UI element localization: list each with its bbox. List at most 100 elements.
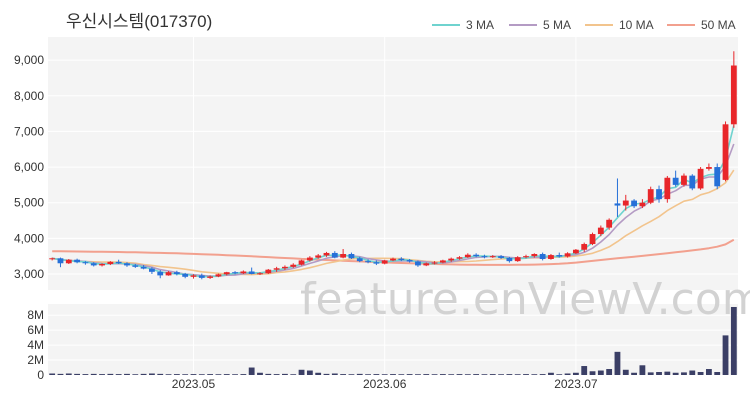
- volume-bar: [656, 372, 662, 375]
- candle-body: [115, 261, 122, 264]
- volume-bar: [614, 351, 621, 375]
- legend-entry-ma50: 50 MA: [667, 18, 736, 32]
- volume-bar: [340, 374, 347, 375]
- volume-bar-series: [49, 306, 737, 375]
- volume-bar: [564, 373, 571, 375]
- volume-bar: [390, 374, 396, 375]
- candle-body: [240, 271, 247, 274]
- candle-body: [556, 255, 563, 257]
- date-tick-label: 2023.06: [363, 377, 407, 391]
- candle-body: [215, 274, 222, 277]
- volume-bar: [173, 374, 180, 375]
- volume-bar: [232, 374, 238, 375]
- volume-bar: [448, 374, 455, 375]
- candle-body: [656, 189, 662, 200]
- volume-bar: [207, 374, 214, 375]
- candle-body: [107, 261, 114, 264]
- volume-bar: [398, 374, 405, 375]
- volume-bar: [423, 374, 430, 375]
- volume-bar: [99, 374, 105, 375]
- candle-body: [423, 263, 430, 266]
- volume-bar: [248, 367, 255, 375]
- candle-body: [672, 177, 679, 185]
- volume-bar: [323, 373, 330, 375]
- volume-bar: [74, 373, 81, 375]
- legend-entry-ma3: 3 MA: [432, 18, 494, 32]
- price-panel: [48, 37, 738, 290]
- volume-bar: [290, 374, 297, 375]
- volume-bar: [190, 374, 197, 375]
- volume-bar: [506, 374, 513, 375]
- volume-bar: [406, 374, 413, 375]
- volume-bar: [90, 373, 97, 375]
- volume-bar: [622, 369, 629, 375]
- candle-body: [223, 272, 230, 275]
- volume-bar: [149, 373, 155, 375]
- volume-panel: [48, 304, 738, 375]
- candle-body: [689, 175, 696, 189]
- volume-bar: [439, 374, 446, 375]
- candle-body: [639, 202, 646, 207]
- candle-body: [323, 252, 330, 256]
- volume-bar: [115, 374, 122, 375]
- volume-bar: [306, 370, 313, 375]
- candle-body: [331, 252, 338, 258]
- legend-entry-ma10: 10 MA: [585, 18, 654, 32]
- candle-body: [65, 259, 72, 264]
- candle-body: [415, 261, 421, 266]
- candle-body: [273, 268, 280, 270]
- volume-bar: [730, 306, 737, 375]
- candle-body: [464, 254, 471, 258]
- volume-tick-label: 8M: [27, 308, 44, 322]
- candle-body: [132, 265, 139, 267]
- volume-bar: [672, 372, 679, 375]
- volume-tick-label: 0: [37, 368, 44, 382]
- volume-bar: [215, 374, 222, 375]
- candle-body: [647, 189, 654, 203]
- volume-bar: [240, 374, 247, 375]
- candle-body: [489, 256, 496, 258]
- price-tick-label: 3,000: [14, 267, 44, 281]
- candle-body: [514, 257, 521, 262]
- candle-body: [57, 258, 64, 264]
- candle-body: [365, 261, 371, 263]
- volume-bar: [65, 373, 72, 375]
- candle-body: [74, 259, 81, 263]
- volume-tick-label: 2M: [27, 353, 44, 367]
- candle-body: [498, 256, 504, 258]
- volume-bar: [556, 374, 563, 375]
- volume-bar: [140, 373, 147, 375]
- volume-bar: [257, 372, 263, 375]
- candle-body: [265, 269, 272, 274]
- volume-bar: [722, 335, 729, 375]
- candle-body: [298, 260, 305, 265]
- candle-body: [190, 275, 197, 277]
- candle-body: [523, 256, 529, 258]
- candle-body: [248, 271, 255, 274]
- volume-bar: [498, 374, 504, 375]
- candle-body: [606, 219, 613, 228]
- volume-bar: [456, 374, 463, 375]
- candle-body: [140, 266, 147, 269]
- candle-body: [614, 203, 621, 206]
- candle-body: [290, 264, 297, 267]
- candle-body: [481, 256, 488, 258]
- candle-body: [697, 168, 704, 189]
- candle-body: [381, 260, 388, 264]
- candle-body: [348, 254, 355, 259]
- candle-body: [622, 200, 629, 206]
- volume-bar: [473, 374, 480, 375]
- date-tick-label: 2023.07: [554, 377, 598, 391]
- volume-bar: [381, 374, 388, 375]
- candle-body: [722, 124, 729, 180]
- volume-bar: [597, 370, 604, 375]
- price-tick-label: 4,000: [14, 231, 44, 245]
- chart-legend: 3 MA 5 MA 10 MA 50 MA: [432, 18, 736, 32]
- candle-body: [572, 249, 579, 254]
- date-tick-label: 2023.05: [172, 377, 216, 391]
- candle-body: [473, 254, 480, 257]
- candle-body: [631, 200, 637, 207]
- volume-bar: [182, 374, 189, 375]
- candle-body: [714, 167, 721, 187]
- candle-body: [315, 255, 322, 258]
